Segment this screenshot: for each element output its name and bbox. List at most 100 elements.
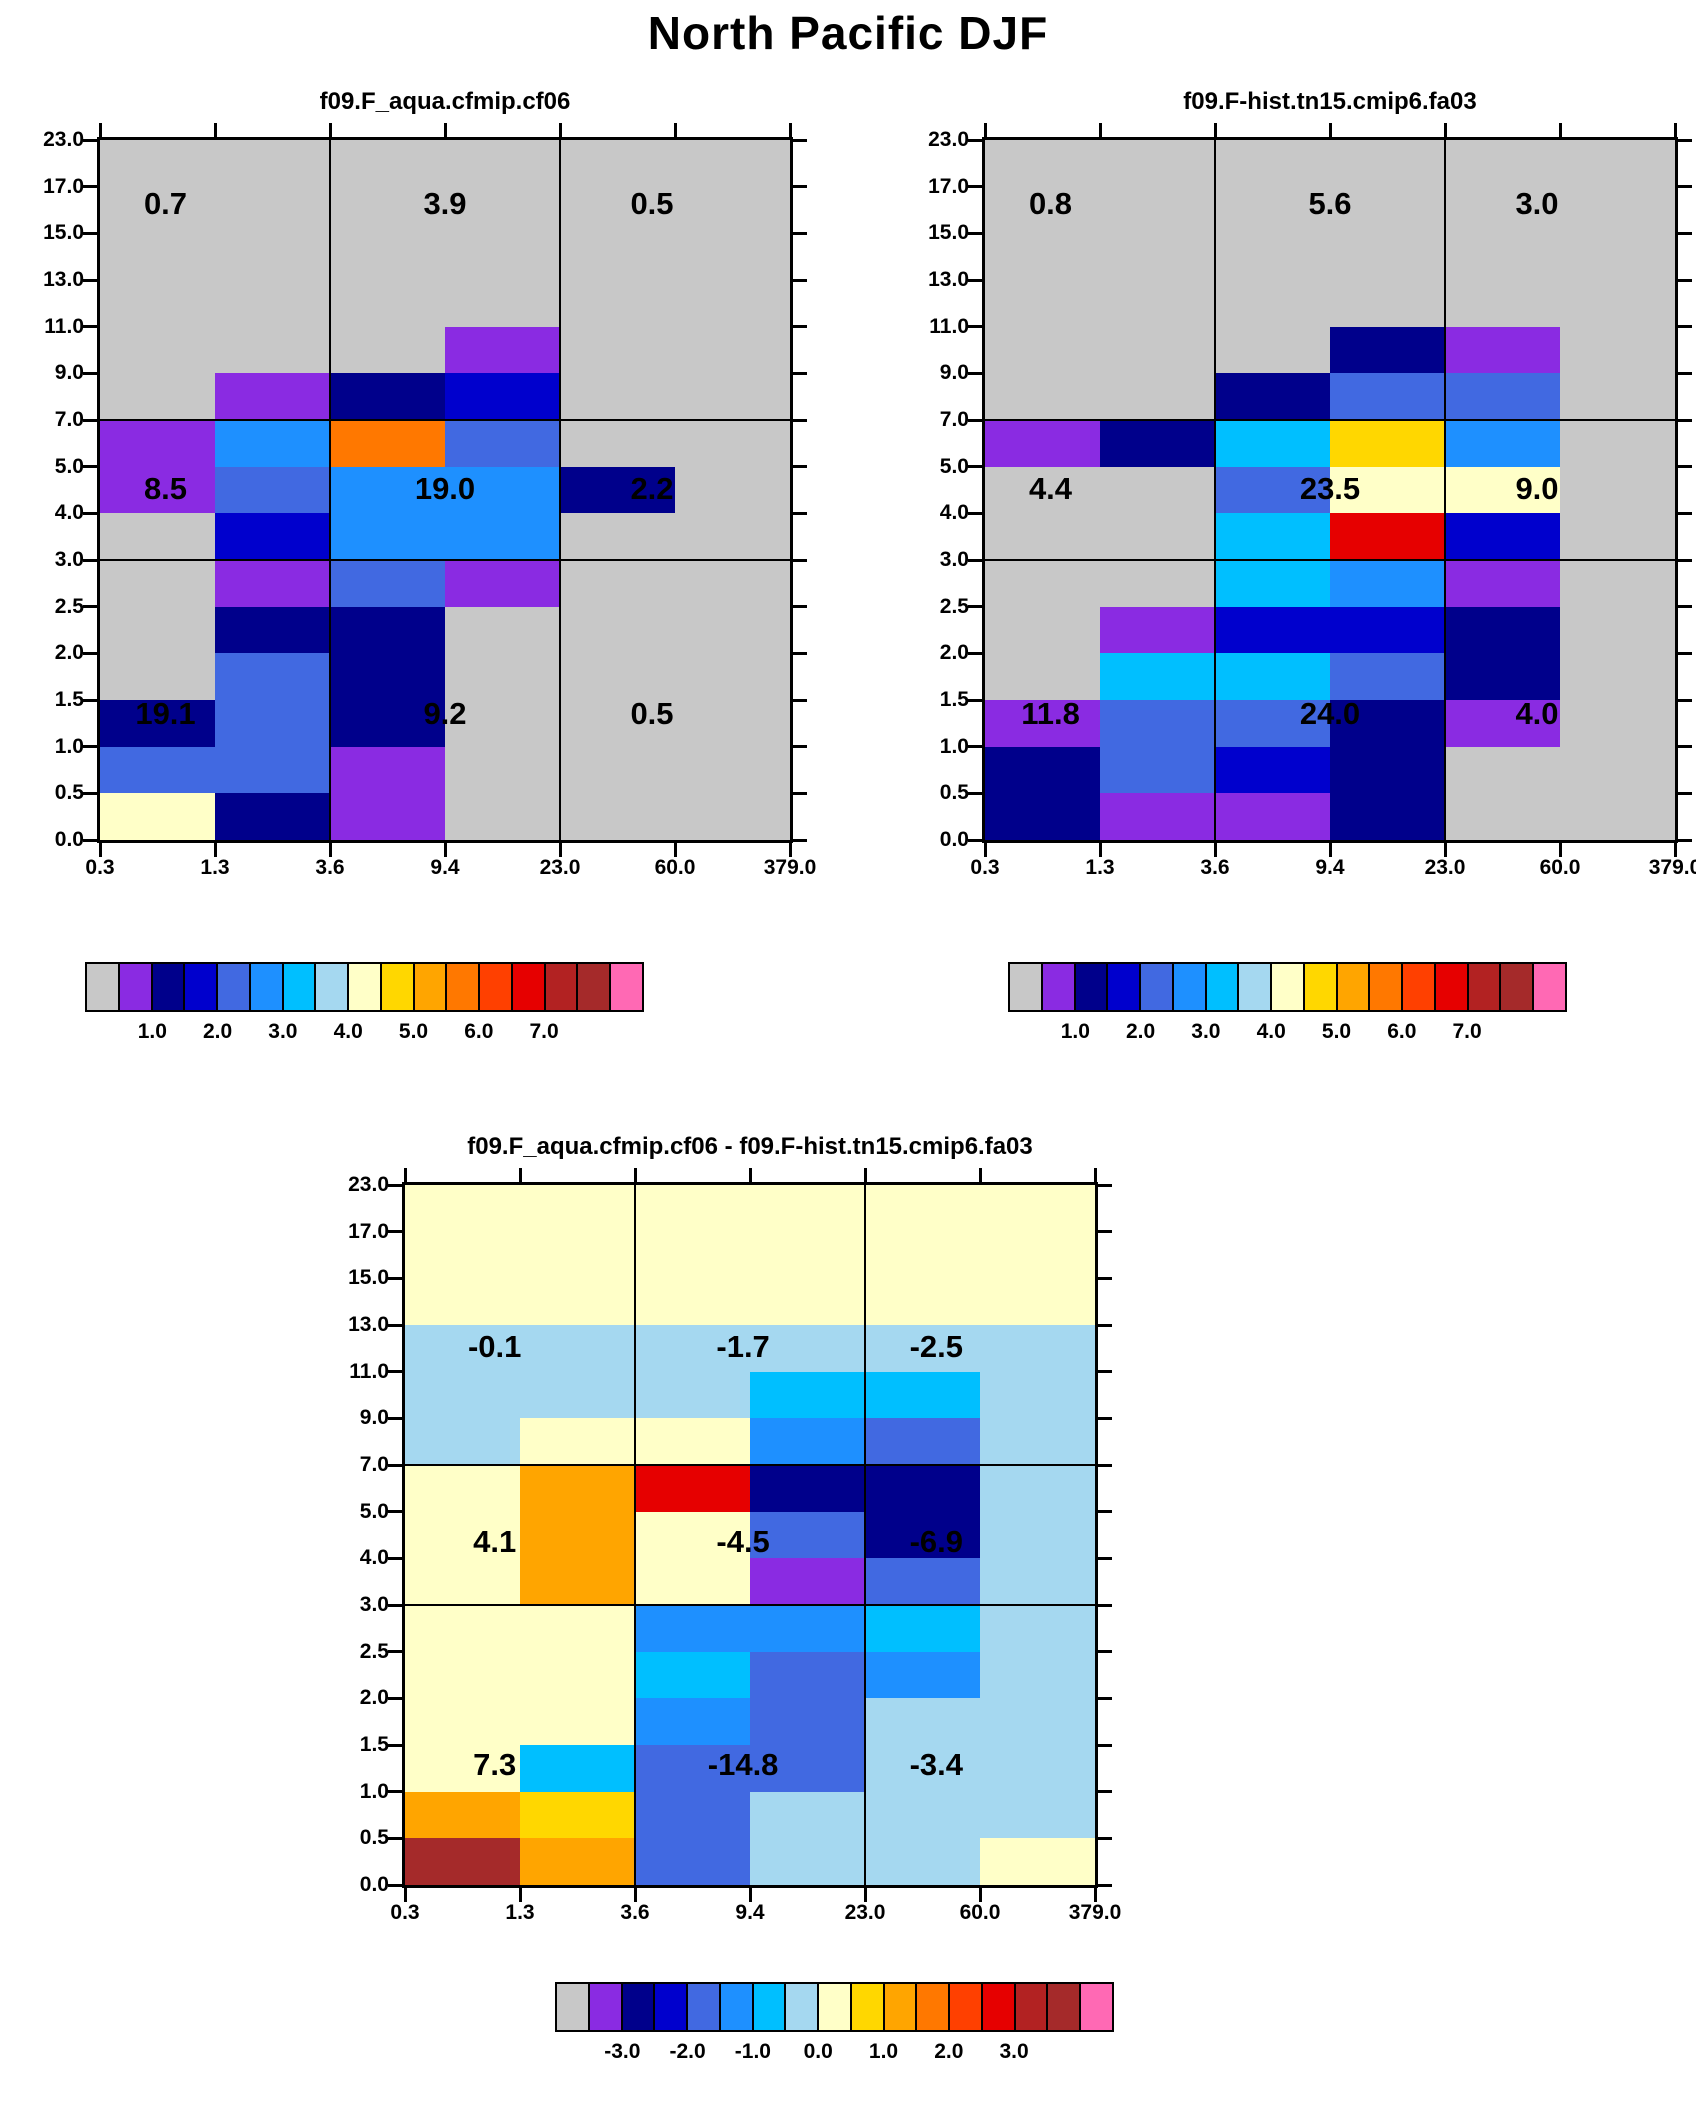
colorbar-label: 1.0	[868, 2040, 899, 2063]
heatmap-cell	[1445, 700, 1560, 748]
tick-mark	[83, 138, 97, 142]
heatmap-cell	[1330, 746, 1445, 794]
heatmap-cell	[215, 466, 330, 514]
tick-mark	[388, 1370, 402, 1374]
tick-mark	[793, 558, 807, 562]
heatmap-cell	[750, 1558, 865, 1606]
x-tick-label: 1.3	[1085, 856, 1115, 879]
heatmap-cell	[445, 326, 560, 374]
tick-mark	[1678, 558, 1692, 562]
y-tick-label: 4.0	[359, 1546, 389, 1570]
colorbar-cell	[587, 1984, 621, 2030]
colorbar-label: 5.0	[398, 1020, 429, 1043]
main-title: North Pacific DJF	[647, 7, 1049, 59]
heatmap-cell	[1330, 653, 1445, 701]
heatmap-cell	[445, 420, 560, 468]
heatmap-cell	[1445, 140, 1560, 188]
heatmap-cell	[985, 653, 1100, 701]
colorbar-cell	[1040, 964, 1074, 1010]
heatmap-cell	[215, 746, 330, 794]
region-divider	[100, 419, 790, 421]
heatmap-cell	[675, 466, 790, 514]
heatmap-cell	[1100, 746, 1215, 794]
tick-mark	[1678, 138, 1692, 142]
heatmap-cell	[405, 1231, 520, 1279]
y-tick-label: 7.0	[359, 1453, 389, 1476]
x-tick-label: 3.6	[620, 1901, 650, 1924]
heatmap-cell	[675, 373, 790, 421]
heatmap-cell	[1560, 420, 1675, 468]
region-divider	[864, 1185, 866, 1885]
tick-mark	[558, 123, 562, 137]
y-tick-label: 17.0	[43, 174, 84, 198]
tick-mark	[793, 465, 807, 469]
heatmap-cell	[865, 1745, 980, 1793]
heatmap-cell	[215, 793, 330, 841]
heatmap-cell	[675, 746, 790, 794]
tick-mark	[388, 1510, 402, 1514]
heatmap-cell	[750, 1371, 865, 1419]
heatmap-cell	[215, 233, 330, 281]
colorbar-label: 6.0	[464, 1020, 494, 1043]
tick-mark	[968, 791, 982, 795]
heatmap-cell	[330, 700, 445, 748]
y-tick-label: 2.5	[359, 1639, 389, 1663]
colorbar-cell	[576, 964, 610, 1010]
region-divider	[405, 1464, 1095, 1466]
region-value: -14.8	[707, 1746, 779, 1782]
heatmap-cell	[635, 1278, 750, 1326]
tick-mark	[83, 185, 97, 189]
region-value: 5.6	[1308, 186, 1352, 222]
tick-mark	[1098, 1696, 1112, 1700]
heatmap-cell	[1100, 420, 1215, 468]
heatmap-cell	[1215, 746, 1330, 794]
y-tick-label: 2.0	[359, 1686, 389, 1710]
region-value: -6.9	[909, 1524, 964, 1559]
tick-mark	[388, 1790, 402, 1794]
heatmap-cell	[1445, 606, 1560, 654]
y-tick-label: 13.0	[928, 268, 969, 291]
colorbar-cell	[412, 964, 446, 1010]
x-tick-label: 9.4	[430, 856, 460, 879]
region-value: 4.1	[473, 1524, 517, 1559]
heatmap-cell	[1330, 606, 1445, 654]
heatmap-cell	[520, 1698, 635, 1746]
tick-mark	[863, 1168, 867, 1182]
tick-mark	[1093, 1888, 1097, 1902]
tick-mark	[1678, 698, 1692, 702]
heatmap-cell	[1560, 513, 1675, 561]
heatmap-cell	[980, 1651, 1095, 1699]
region-divider	[634, 1185, 636, 1885]
tick-mark	[1673, 843, 1677, 857]
colorbar-cell	[915, 1984, 949, 2030]
heatmap-cell	[405, 1465, 520, 1513]
heatmap-cell	[520, 1465, 635, 1513]
heatmap-cell	[560, 513, 675, 561]
tick-mark	[968, 745, 982, 749]
heatmap-cell	[100, 513, 215, 561]
heatmap-cell	[980, 1838, 1095, 1886]
heatmap-cell	[865, 1605, 980, 1653]
tick-mark	[1098, 843, 1102, 857]
heatmap-cell	[1215, 466, 1330, 514]
tick-mark	[83, 278, 97, 282]
heatmap-cell	[865, 1418, 980, 1466]
colorbar-cell	[347, 964, 380, 1010]
heatmap-cell	[560, 420, 675, 468]
heatmap-cell	[750, 1185, 865, 1233]
y-tick-label: 2.5	[54, 594, 84, 618]
heatmap-cell	[445, 700, 560, 748]
heatmap-cell	[405, 1698, 520, 1746]
heatmap-cell	[560, 373, 675, 421]
region-divider	[985, 559, 1675, 561]
heatmap-cell	[985, 606, 1100, 654]
region-value: 9.0	[1515, 470, 1559, 506]
heatmap-cell	[675, 606, 790, 654]
colorbar-cell	[557, 1984, 588, 2030]
y-tick-label: 0.0	[54, 828, 84, 851]
heatmap-cell	[1560, 373, 1675, 421]
heatmap-cell	[215, 420, 330, 468]
colorbar-cell	[609, 964, 643, 1010]
tick-mark	[83, 325, 97, 329]
heatmap-cell	[635, 1651, 750, 1699]
